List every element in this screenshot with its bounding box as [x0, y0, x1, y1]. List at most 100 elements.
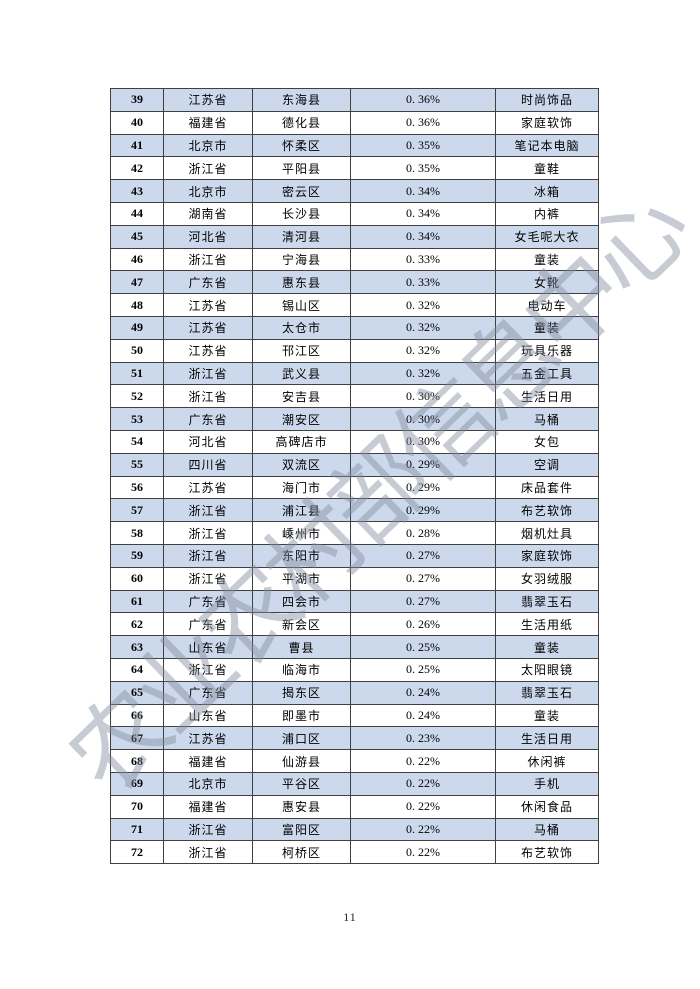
- cell-share: 0. 34%: [350, 179, 496, 203]
- cell-share: 0. 32%: [350, 361, 496, 386]
- cell-rank: 68: [110, 749, 164, 773]
- table-row: 59 浙江省 东阳市 0. 27% 家庭软饰: [110, 543, 599, 568]
- cell-county: 锡山区: [252, 293, 351, 317]
- cell-province: 四川省: [163, 452, 253, 477]
- cell-province: 广东省: [163, 407, 253, 431]
- cell-rank: 71: [110, 817, 164, 842]
- cell-category: 童装: [495, 315, 599, 340]
- table-row: 69 北京市 平谷区 0. 22% 手机: [110, 771, 599, 796]
- cell-county: 新会区: [252, 612, 351, 637]
- cell-category: 五金工具: [495, 361, 599, 386]
- cell-county: 揭东区: [252, 680, 351, 705]
- table-row: 49 江苏省 太仓市 0. 32% 童装: [110, 315, 599, 340]
- cell-category: 内裤: [495, 201, 599, 226]
- cell-share: 0. 35%: [350, 133, 496, 158]
- cell-share: 0. 30%: [350, 429, 496, 454]
- cell-category: 床品套件: [495, 475, 599, 500]
- cell-province: 浙江省: [163, 566, 253, 591]
- cell-category: 马桶: [495, 407, 599, 431]
- cell-rank: 49: [110, 315, 164, 340]
- cell-share: 0. 30%: [350, 407, 496, 431]
- cell-rank: 60: [110, 566, 164, 591]
- cell-category: 时尚饰品: [495, 88, 599, 112]
- cell-rank: 39: [110, 88, 164, 112]
- cell-category: 生活日用: [495, 384, 599, 409]
- cell-category: 电动车: [495, 293, 599, 317]
- cell-share: 0. 34%: [350, 201, 496, 226]
- cell-province: 浙江省: [163, 817, 253, 842]
- cell-rank: 51: [110, 361, 164, 386]
- cell-rank: 67: [110, 726, 164, 751]
- cell-county: 长沙县: [252, 201, 351, 226]
- cell-county: 惠安县: [252, 794, 351, 819]
- cell-category: 冰箱: [495, 179, 599, 203]
- cell-province: 广东省: [163, 270, 253, 295]
- cell-county: 清河县: [252, 224, 351, 249]
- cell-category: 布艺软饰: [495, 840, 599, 865]
- cell-province: 江苏省: [163, 293, 253, 317]
- cell-rank: 48: [110, 293, 164, 317]
- cell-share: 0. 24%: [350, 680, 496, 705]
- table-row: 67 江苏省 浦口区 0. 23% 生活日用: [110, 726, 599, 751]
- cell-category: 休闲裤: [495, 749, 599, 773]
- cell-category: 马桶: [495, 817, 599, 842]
- cell-rank: 58: [110, 521, 164, 545]
- cell-county: 宁海县: [252, 247, 351, 272]
- table-row: 45 河北省 清河县 0. 34% 女毛呢大衣: [110, 224, 599, 249]
- cell-county: 潮安区: [252, 407, 351, 431]
- cell-rank: 64: [110, 657, 164, 682]
- cell-rank: 66: [110, 703, 164, 728]
- cell-share: 0. 26%: [350, 612, 496, 637]
- cell-rank: 50: [110, 338, 164, 363]
- table-row: 47 广东省 惠东县 0. 33% 女靴: [110, 270, 599, 295]
- cell-category: 笔记本电脑: [495, 133, 599, 158]
- cell-category: 家庭软饰: [495, 543, 599, 568]
- table-row: 56 江苏省 海门市 0. 29% 床品套件: [110, 475, 599, 500]
- cell-share: 0. 34%: [350, 224, 496, 249]
- cell-share: 0. 23%: [350, 726, 496, 751]
- cell-share: 0. 27%: [350, 543, 496, 568]
- table-row: 57 浙江省 浦江县 0. 29% 布艺软饰: [110, 498, 599, 523]
- cell-county: 平谷区: [252, 771, 351, 796]
- cell-share: 0. 30%: [350, 384, 496, 409]
- cell-share: 0. 28%: [350, 521, 496, 545]
- cell-county: 东海县: [252, 88, 351, 112]
- cell-rank: 56: [110, 475, 164, 500]
- cell-province: 北京市: [163, 133, 253, 158]
- cell-province: 江苏省: [163, 315, 253, 340]
- cell-province: 浙江省: [163, 657, 253, 682]
- table-row: 53 广东省 潮安区 0. 30% 马桶: [110, 407, 599, 431]
- cell-rank: 52: [110, 384, 164, 409]
- cell-share: 0. 27%: [350, 566, 496, 591]
- cell-county: 四会市: [252, 589, 351, 614]
- cell-county: 嵊州市: [252, 521, 351, 545]
- cell-share: 0. 35%: [350, 156, 496, 181]
- page-number: 11: [343, 910, 357, 924]
- cell-province: 浙江省: [163, 361, 253, 386]
- cell-share: 0. 33%: [350, 270, 496, 295]
- cell-category: 翡翠玉石: [495, 589, 599, 614]
- ranking-table-body: 39 江苏省 东海县 0. 36% 时尚饰品 40 福建省 德化县 0. 36% 家庭软饰 41 北京…: [110, 88, 599, 865]
- cell-county: 邗江区: [252, 338, 351, 363]
- cell-province: 江苏省: [163, 88, 253, 112]
- cell-province: 河北省: [163, 224, 253, 249]
- cell-category: 太阳眼镜: [495, 657, 599, 682]
- cell-province: 浙江省: [163, 543, 253, 568]
- cell-county: 即墨市: [252, 703, 351, 728]
- cell-province: 山东省: [163, 635, 253, 659]
- cell-rank: 69: [110, 771, 164, 796]
- table-row: 71 浙江省 富阳区 0. 22% 马桶: [110, 817, 599, 842]
- cell-share: 0. 29%: [350, 498, 496, 523]
- cell-category: 烟机灶具: [495, 521, 599, 545]
- cell-share: 0. 22%: [350, 794, 496, 819]
- cell-share: 0. 29%: [350, 475, 496, 500]
- table-row: 41 北京市 怀柔区 0. 35% 笔记本电脑: [110, 133, 599, 158]
- table-row: 43 北京市 密云区 0. 34% 冰箱: [110, 179, 599, 203]
- cell-category: 生活用纸: [495, 612, 599, 637]
- cell-county: 浦江县: [252, 498, 351, 523]
- table-row: 50 江苏省 邗江区 0. 32% 玩具乐器: [110, 338, 599, 363]
- cell-rank: 54: [110, 429, 164, 454]
- cell-rank: 45: [110, 224, 164, 249]
- cell-category: 童装: [495, 635, 599, 659]
